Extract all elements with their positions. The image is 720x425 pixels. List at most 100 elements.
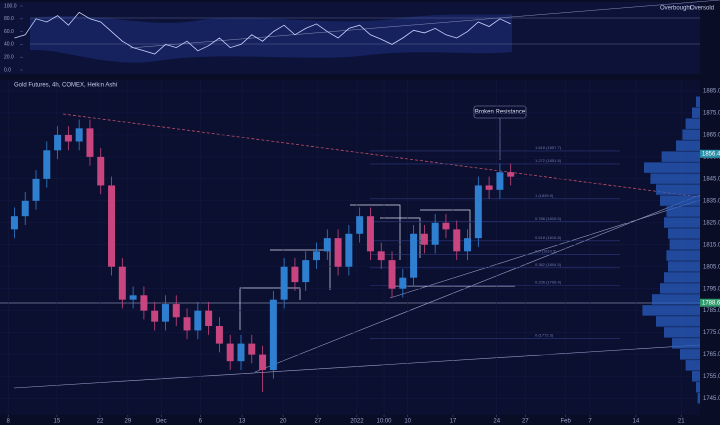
volume-bar — [692, 107, 700, 118]
candle-body — [485, 185, 493, 190]
x-tick-label: Dec — [156, 419, 167, 425]
candle-body — [75, 128, 83, 142]
y-tick-label: 1835.0 — [703, 198, 720, 204]
candle-body — [161, 304, 169, 322]
level-label: 0 (1772.3) — [535, 333, 554, 338]
x-tick-label: 20 — [280, 419, 287, 425]
candle-body — [21, 200, 29, 217]
candle-body — [345, 233, 353, 267]
volume-bar — [642, 305, 700, 316]
resistance-trendline — [62, 113, 701, 198]
candle-body — [313, 251, 321, 261]
candle-body — [507, 172, 515, 177]
level-label: 0.618 (1816.8) — [535, 235, 562, 240]
price-mark-label: 1788.6 — [702, 300, 720, 306]
y-tick-label: 1825.0 — [703, 220, 720, 226]
x-tick-label: 8 — [7, 419, 11, 425]
y-tick-label: 1815.0 — [703, 242, 720, 248]
candle-body — [366, 216, 374, 252]
volume-bar — [664, 327, 700, 338]
candle-body — [496, 172, 504, 190]
y-tick-label: 1765.0 — [703, 352, 720, 358]
volume-bar — [672, 338, 700, 349]
x-tick-label: 21 — [678, 419, 685, 425]
y-tick-label: 1755.0 — [703, 374, 720, 380]
candle-body — [194, 310, 202, 331]
level-label: 0.5 (1810.5) — [535, 249, 557, 254]
x-tick-label: 29 — [125, 419, 132, 425]
x-tick-label: 22 — [97, 419, 104, 425]
x-tick-label: 14 — [633, 419, 640, 425]
candle-body — [410, 233, 418, 278]
x-tick-label: Feb — [561, 419, 572, 425]
oscillator-trendline — [129, 0, 720, 49]
chart-title: Gold Futures, 4h, COMEX, Heikin Ashi — [14, 83, 117, 89]
x-tick-label: 2022 — [350, 419, 364, 425]
x-tick-label: 7 — [588, 419, 592, 425]
x-tick-label: 13 — [239, 419, 246, 425]
y-tick-label: 1795.0 — [703, 286, 720, 292]
level-label: 1 (1835.9) — [535, 193, 554, 198]
price-mark — [700, 149, 720, 158]
volume-bar — [692, 371, 700, 382]
candle-body — [377, 251, 385, 261]
volume-bar — [697, 393, 700, 404]
candle-body — [97, 156, 105, 186]
candle-body — [442, 222, 450, 230]
y-tick-label: 1805.0 — [703, 264, 720, 270]
candle-body — [280, 266, 288, 300]
volume-bar — [644, 162, 700, 173]
level-label: 0.786 (1825.5) — [535, 216, 562, 221]
candle-body — [183, 317, 191, 331]
y-tick-label: 1885.0 — [703, 89, 720, 95]
volume-bar — [666, 206, 700, 217]
price-mark — [700, 298, 720, 307]
y-tick-label: 1745.0 — [703, 396, 720, 402]
x-tick-label: 27 — [522, 419, 529, 425]
x-tick-label: 15 — [54, 419, 61, 425]
candle-body — [215, 326, 223, 344]
price-mark-label: 1856.4 — [702, 151, 720, 157]
volume-bar — [664, 272, 700, 283]
x-tick-label: 17 — [450, 419, 457, 425]
candle-body — [356, 216, 364, 234]
oscillator-tick-label: 80.0 — [4, 16, 14, 22]
candle-body — [10, 216, 18, 230]
volume-bar — [676, 140, 700, 151]
volume-bar — [650, 173, 700, 184]
candle-body — [474, 185, 482, 239]
legend-entry: Oversold — [690, 6, 714, 12]
candle-body — [205, 310, 213, 327]
candle-body — [323, 238, 331, 252]
x-tick-label: 24 — [493, 419, 500, 425]
candle-body — [64, 134, 72, 142]
candle-body — [464, 238, 472, 252]
candle-body — [259, 354, 267, 370]
volume-bar — [652, 294, 700, 305]
level-label: 0.236 (1796.4) — [535, 280, 562, 285]
y-tick-label: 1845.0 — [703, 176, 720, 182]
candle-body — [129, 295, 137, 300]
candle-body — [431, 222, 439, 245]
candle-body — [118, 266, 126, 300]
y-tick-label: 1875.0 — [703, 111, 720, 117]
candle-body — [453, 229, 461, 252]
volume-bar — [660, 283, 700, 294]
legend-entry: Overbought — [660, 6, 692, 12]
level-label: 1.272 (1851.8) — [535, 158, 562, 163]
candle-body — [420, 233, 428, 245]
x-tick-label: 10:00 — [377, 419, 393, 425]
rising-trendline — [254, 194, 701, 373]
candle-body — [32, 178, 40, 201]
oscillator-tick-label: 40.0 — [4, 42, 14, 48]
candle-body — [108, 185, 116, 267]
volume-bar — [696, 382, 700, 393]
candle-body — [86, 128, 94, 157]
candle-body — [43, 150, 51, 179]
x-tick-label: 6 — [199, 419, 203, 425]
y-tick-label: 1775.0 — [703, 330, 720, 336]
volume-bar — [669, 239, 700, 250]
volume-bar — [696, 96, 700, 107]
candle-body — [237, 343, 245, 362]
